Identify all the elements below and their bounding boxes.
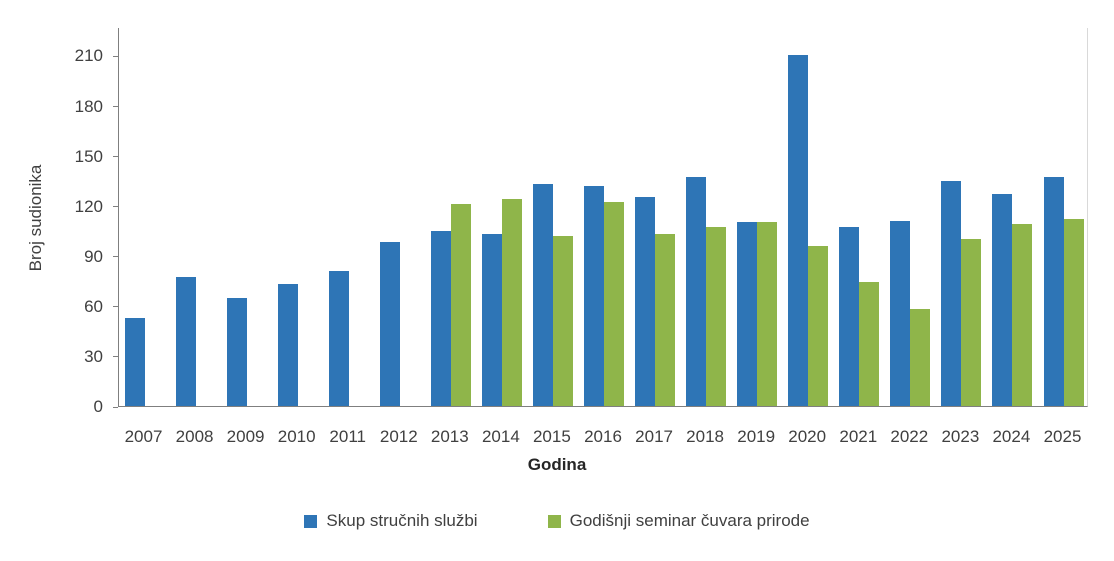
bar-2012-series1: [379, 242, 400, 406]
bar-2016-series1: [584, 185, 604, 406]
legend-item-2: Godišnji seminar čuvara prirode: [547, 511, 810, 531]
x-tick-label-2018: 2018: [686, 427, 725, 446]
bar-2022-series1: [890, 220, 911, 406]
legend: Skup stručnih službi Godišnji seminar čuv…: [0, 511, 1114, 531]
y-tick-mark: [113, 306, 118, 308]
y-tick-label-210: 210: [74, 46, 103, 66]
x-axis-title: Godina: [527, 455, 587, 474]
x-tick-label-2014: 2014: [481, 427, 520, 446]
bar-2008-series1: [175, 277, 196, 406]
y-tick-mark: [113, 156, 118, 158]
x-tick-label-2008: 2008: [175, 427, 214, 446]
x-tick-label-2024: 2024: [992, 427, 1031, 446]
bar-2025-series1: [1043, 177, 1064, 406]
x-tick-label-2015: 2015: [532, 427, 571, 446]
bar-2016-series2: [604, 202, 624, 406]
legend-label: Skup stručnih službi: [326, 511, 478, 530]
bar-2024-series2: [1012, 224, 1033, 406]
bar-2022-series2: [910, 309, 931, 406]
x-tick-label-2025: 2025: [1043, 427, 1082, 446]
bar-2010-series1: [277, 284, 298, 406]
x-tick-label-2012: 2012: [379, 427, 418, 446]
y-tick-label-60: 60: [84, 296, 103, 316]
bar-2007-series1: [124, 317, 145, 406]
y-tick-mark: [113, 356, 118, 358]
bar-2019-series2: [757, 222, 778, 406]
bar-2021-series2: [859, 282, 880, 406]
x-tick-label-2021: 2021: [839, 427, 878, 446]
x-tick-label-2011: 2011: [329, 427, 366, 446]
bar-2025-series2: [1063, 219, 1084, 406]
x-tick-label-2023: 2023: [941, 427, 980, 446]
bar-2019-series1: [737, 222, 758, 406]
bar-2014-series1: [481, 234, 502, 406]
x-tick-label-2016: 2016: [584, 427, 622, 446]
y-tick-mark: [113, 206, 118, 208]
x-tick-label-2019: 2019: [737, 427, 776, 446]
plot-area: [118, 28, 1088, 407]
bar-2020-series2: [808, 245, 829, 406]
y-tick-label-90: 90: [84, 246, 103, 266]
x-tick-label-2022: 2022: [890, 427, 929, 446]
bar-2017-series2: [655, 234, 676, 406]
bar-2021-series1: [839, 227, 860, 406]
legend-swatch-icon: [547, 514, 561, 528]
bar-2017-series1: [635, 197, 656, 406]
bar-2013-series2: [450, 204, 471, 406]
y-tick-mark: [113, 106, 118, 107]
bar-2018-series1: [686, 177, 707, 406]
y-tick-label-120: 120: [74, 196, 103, 216]
legend-swatch-icon: [304, 514, 318, 528]
y-tick-label-180: 180: [74, 96, 103, 116]
x-tick-label-2010: 2010: [277, 427, 316, 446]
bar-2015-series2: [552, 235, 573, 406]
bar-2013-series1: [430, 230, 451, 406]
bar-2020-series1: [788, 55, 809, 406]
y-tick-mark: [113, 406, 118, 408]
legend-label: Godišnji seminar čuvara prirode: [569, 511, 810, 530]
bar-2018-series2: [706, 227, 727, 406]
y-tick-label-150: 150: [74, 146, 103, 166]
x-tick-label-2007: 2007: [124, 427, 163, 446]
x-tick-label-2009: 2009: [226, 427, 265, 446]
y-tick-label-0: 0: [93, 397, 103, 416]
bar-2009-series1: [226, 297, 247, 406]
bar-2023-series1: [941, 180, 962, 406]
x-tick-label-2020: 2020: [788, 427, 827, 446]
x-tick-label-2013: 2013: [430, 427, 469, 446]
bar-2023-series2: [961, 239, 982, 406]
bar-2011-series1: [328, 270, 349, 406]
bar-2015-series1: [532, 183, 553, 406]
y-tick-mark: [113, 55, 118, 57]
y-tick-label-30: 30: [84, 346, 103, 366]
x-tick-label-2017: 2017: [635, 427, 674, 446]
y-tick-mark: [113, 256, 118, 258]
bar-2014-series2: [501, 199, 522, 406]
legend-item-1: Skup stručnih službi: [304, 511, 478, 531]
bar-2024-series1: [992, 194, 1013, 406]
